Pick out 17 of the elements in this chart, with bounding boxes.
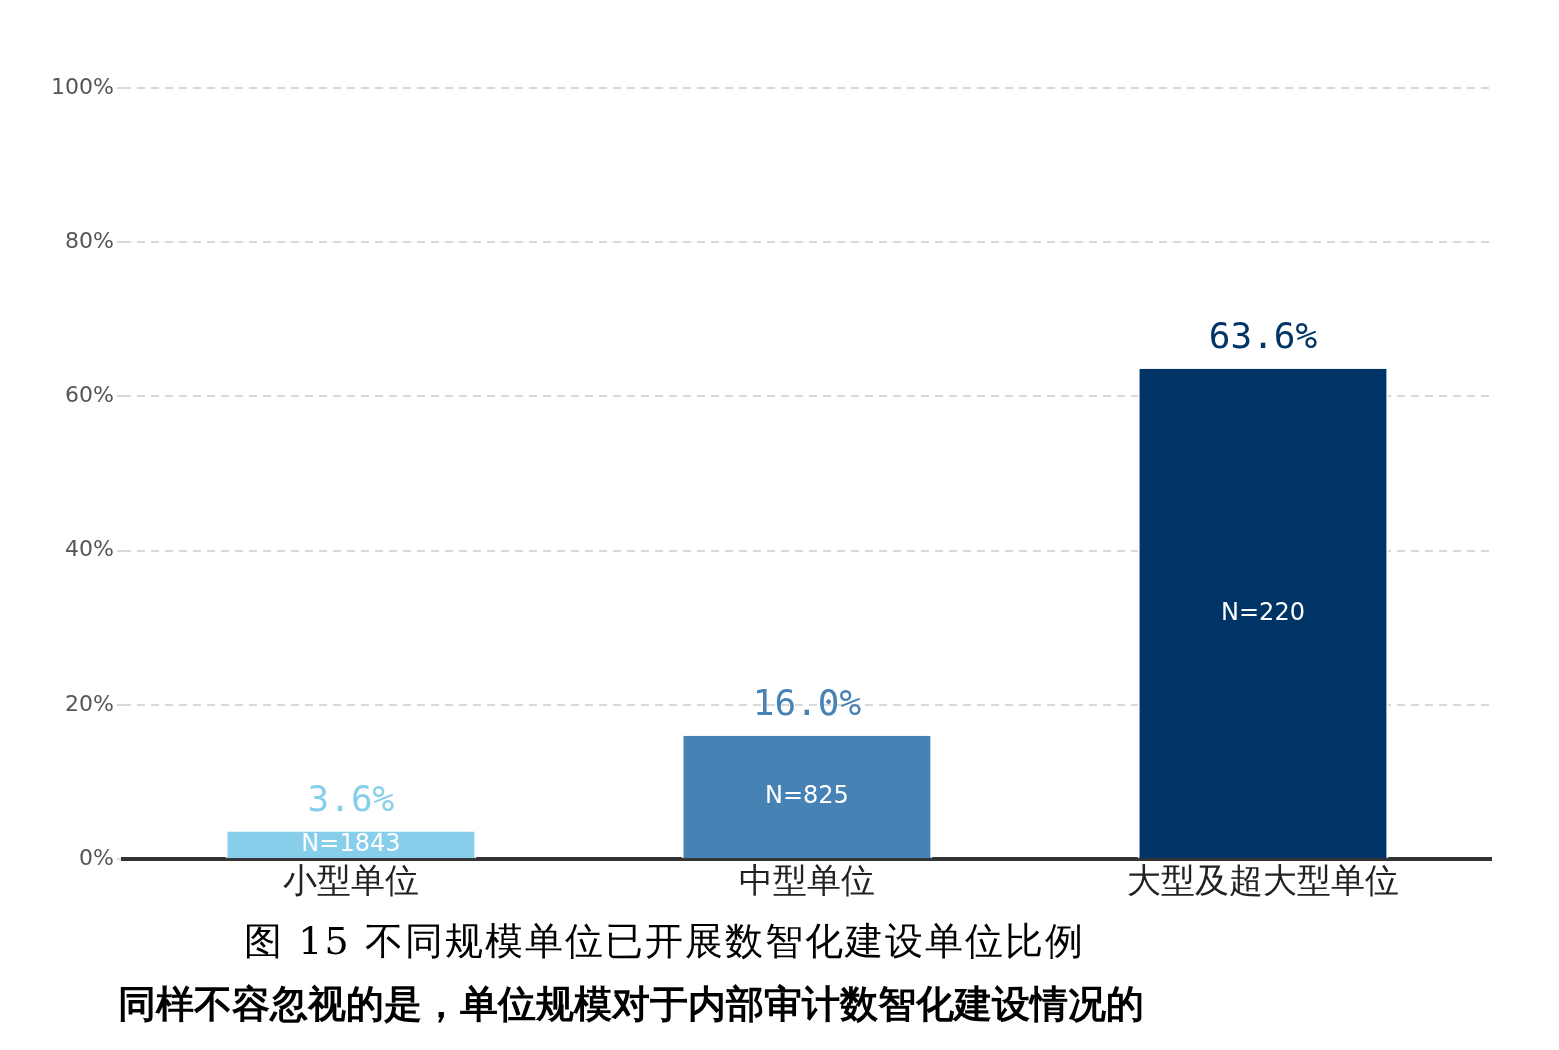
data-label: 3.6%: [307, 777, 395, 819]
x-tick-label: 中型单位: [738, 860, 875, 901]
y-tick-label: 0%: [78, 844, 114, 870]
data-label: 16.0%: [752, 682, 862, 724]
y-tick-label: 40%: [64, 536, 114, 562]
x-tick-label: 小型单位: [282, 860, 419, 901]
y-tick-label: 60%: [64, 382, 114, 408]
text: 同样不容忽视的是，单位规模对于内部审计数智化建设情况的: [117, 981, 1145, 1028]
annotation: N=825: [765, 781, 849, 810]
y-tick-label: 80%: [64, 227, 114, 253]
text: 图 15 不同规模单位已开展数智化建设单位比例: [243, 918, 1086, 965]
annotation: N=1843: [301, 829, 401, 858]
annotation: N=220: [1221, 597, 1305, 626]
x-tick-label: 大型及超大型单位: [1126, 860, 1399, 901]
data-label: 63.6%: [1208, 315, 1318, 357]
y-tick-label: 100%: [50, 73, 114, 99]
y-tick-label: 20%: [64, 690, 114, 716]
